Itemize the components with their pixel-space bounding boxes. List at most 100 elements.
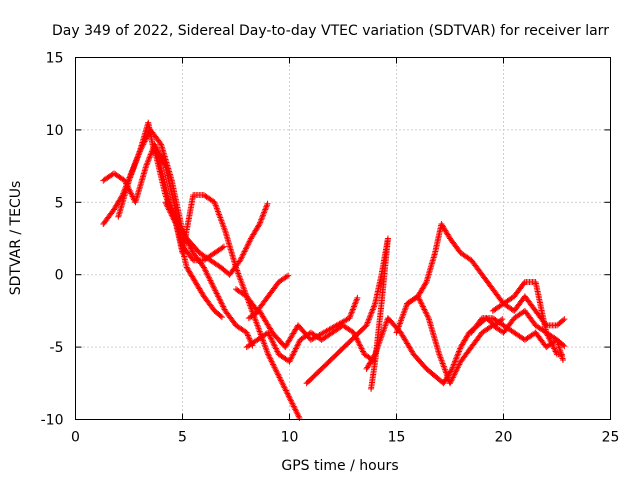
data-point: [365, 318, 372, 325]
data-point: [189, 255, 196, 262]
data-point: [284, 390, 291, 397]
data-point: [170, 216, 177, 223]
data-point: [560, 317, 567, 324]
data-point: [169, 213, 176, 220]
data-point: [454, 365, 461, 372]
data-point: [364, 320, 371, 327]
data-point: [359, 348, 366, 355]
data-point: [143, 134, 150, 141]
data-point: [451, 360, 458, 367]
data-point: [561, 343, 568, 350]
data-point: [166, 207, 173, 214]
data-point: [292, 407, 299, 414]
data-point: [559, 357, 566, 364]
data-point: [551, 346, 558, 353]
data-point: [424, 313, 431, 320]
data-point: [140, 141, 147, 148]
data-point: [294, 342, 301, 349]
data-point: [242, 247, 249, 254]
data-point: [289, 352, 296, 359]
x-tick-label: 0: [71, 430, 80, 446]
data-point: [421, 306, 428, 313]
data-point: [257, 218, 264, 225]
data-point: [217, 297, 224, 304]
data-point: [219, 244, 226, 251]
data-point: [272, 344, 279, 351]
data-point: [366, 313, 373, 320]
data-point: [275, 371, 282, 378]
data-point: [143, 161, 150, 168]
series-track-10: [363, 315, 506, 387]
data-point: [143, 135, 150, 142]
data-point: [451, 358, 458, 365]
data-point: [417, 299, 424, 306]
data-point: [274, 348, 281, 355]
data-point: [258, 215, 265, 222]
data-point: [206, 276, 213, 283]
data-point: [203, 268, 210, 275]
data-point: [165, 206, 172, 213]
data-point: [350, 305, 357, 312]
data-point: [136, 148, 143, 155]
data-point: [349, 307, 356, 314]
data-point: [172, 219, 179, 226]
data-point: [290, 403, 297, 410]
data-point: [545, 333, 552, 340]
data-point: [549, 341, 556, 348]
data-point: [270, 362, 277, 369]
data-point: [144, 132, 151, 139]
data-point: [152, 142, 159, 149]
series-track-12: [404, 221, 568, 329]
data-point: [354, 294, 361, 301]
data-point: [367, 312, 374, 319]
data-point: [287, 355, 294, 362]
data-point: [478, 316, 485, 323]
data-point: [264, 200, 271, 207]
data-point: [271, 342, 278, 349]
data-point: [262, 206, 269, 213]
data-point: [167, 209, 174, 216]
data-point: [267, 357, 274, 364]
data-point: [454, 352, 461, 359]
data-point: [353, 296, 360, 303]
data-point: [279, 380, 286, 387]
y-axis-label: SDTVAR / TECUs: [8, 181, 24, 296]
data-point: [257, 219, 264, 226]
data-point: [241, 248, 248, 255]
data-point: [450, 361, 457, 368]
data-point: [363, 322, 370, 329]
data-point: [142, 137, 149, 144]
data-point: [457, 345, 464, 352]
data-point: [205, 274, 212, 281]
data-point: [266, 354, 273, 361]
axis-ticks: [75, 57, 611, 420]
data-point: [275, 373, 282, 380]
data-point: [560, 342, 567, 349]
data-point: [280, 381, 287, 388]
data-point: [200, 264, 207, 271]
x-tick-labels: 0 5 10 15 20 25: [71, 430, 619, 446]
data-point: [186, 242, 193, 249]
data-point: [243, 244, 250, 251]
data-point: [346, 315, 353, 322]
data-point: [245, 241, 252, 248]
data-point: [357, 342, 364, 349]
series-track-9: [303, 235, 391, 392]
data-point: [266, 332, 273, 339]
data-point: [207, 277, 214, 284]
data-point: [218, 299, 225, 306]
x-tick-label: 20: [495, 430, 513, 446]
data-point: [422, 309, 429, 316]
data-point: [558, 351, 565, 358]
data-point: [369, 306, 376, 313]
data-point: [368, 309, 375, 316]
data-point: [145, 131, 152, 138]
data-point: [188, 245, 195, 252]
y-tick-labels: -10 -5 0 5 10 15: [41, 51, 64, 429]
data-point: [208, 280, 215, 287]
y-tick-label: 5: [55, 195, 64, 211]
data-point: [452, 368, 459, 375]
data-point: [282, 387, 289, 394]
data-point: [187, 244, 194, 251]
series-track-13: [468, 315, 566, 364]
